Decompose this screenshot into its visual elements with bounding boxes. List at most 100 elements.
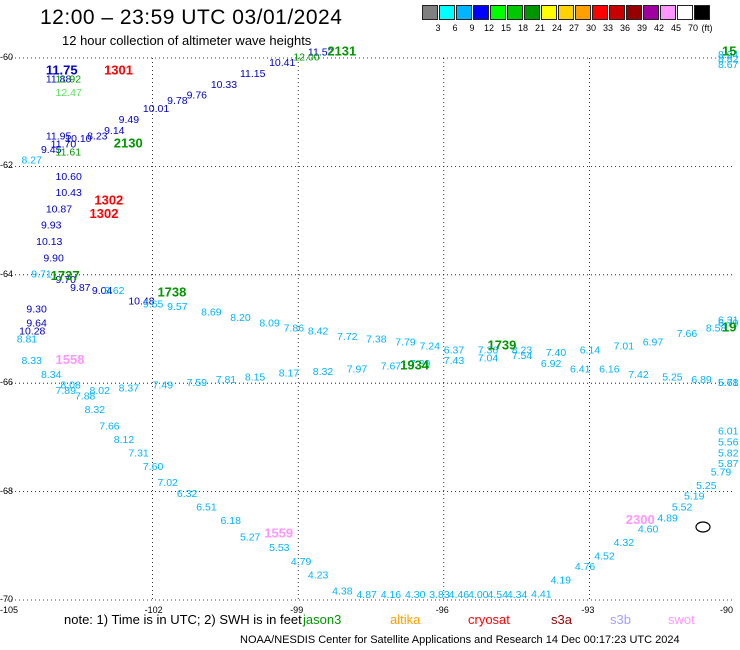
legend-label: 6 xyxy=(452,23,458,33)
swh-value: 7.86 xyxy=(284,323,305,335)
swh-value: 9.14 xyxy=(104,125,125,137)
swh-value: 8.81 xyxy=(17,334,38,346)
swh-value: 8.94 xyxy=(718,49,739,61)
page-title: 12:00 – 23:59 UTC 03/01/2024 xyxy=(40,6,343,29)
longitude-tick: -99 xyxy=(290,605,304,615)
swh-value: 7.72 xyxy=(337,331,358,343)
longitude-tick: -105 xyxy=(0,605,19,615)
legend-label: 24 xyxy=(551,23,562,33)
legend-swatch xyxy=(490,5,506,20)
swh-value: 6.16 xyxy=(599,363,620,375)
swh-value: 11.15 xyxy=(240,68,266,80)
longitude-tick: -96 xyxy=(435,605,449,615)
swh-value: 4.23 xyxy=(308,569,329,581)
pass-time-label: 11.75 xyxy=(46,62,78,77)
pass-time-label: 19 xyxy=(722,320,736,335)
swh-value: 6.31 xyxy=(718,315,739,327)
pass-time-label: 2300 xyxy=(626,512,655,527)
swh-value: 11.95 xyxy=(46,130,72,142)
swh-value: 10.87 xyxy=(46,203,72,215)
legend-swatch xyxy=(507,5,523,20)
swh-value: 6.51 xyxy=(196,502,217,514)
swh-value: 9.04 xyxy=(92,285,113,297)
swh-value: 4.46 xyxy=(449,589,470,601)
swh-value: 4.60 xyxy=(638,523,659,535)
pass-time-label: 1739 xyxy=(487,338,516,353)
swh-value: 4.52 xyxy=(594,550,615,562)
swh-value: 4.19 xyxy=(551,575,572,587)
swh-value: 8.58 xyxy=(706,323,727,335)
swh-value: 7.02 xyxy=(157,477,178,489)
swh-value: 11.52 xyxy=(308,46,334,58)
legend-swatch xyxy=(422,5,438,20)
swh-value: 8.23 xyxy=(87,130,108,142)
swh-value: 7.38 xyxy=(366,334,387,346)
legend-label: 42 xyxy=(653,23,664,33)
legend-label: 21 xyxy=(534,23,545,33)
swh-value: 8.42 xyxy=(308,325,329,337)
swh-value: 9.87 xyxy=(70,282,91,294)
swh-value: 7.88 xyxy=(75,390,96,402)
swh-value: 12.47 xyxy=(56,87,82,99)
footer-note: note: 1) Time is in UTC; 2) SWH is in fe… xyxy=(64,612,302,627)
swh-value: 6.89 xyxy=(691,374,712,386)
legend-label: 70 xyxy=(687,23,698,33)
latitude-tick: -66 xyxy=(0,377,14,388)
legend-label: 45 xyxy=(670,23,681,33)
swh-value: 9.49 xyxy=(119,114,140,126)
swh-value: 11.70 xyxy=(51,138,77,150)
swh-value: 9.70 xyxy=(56,274,77,286)
swh-value: 7.42 xyxy=(628,369,649,381)
swh-value: 5.52 xyxy=(672,502,693,514)
swh-value: 7.79 xyxy=(395,336,416,348)
swh-value: 4.87 xyxy=(356,589,377,601)
pass-time-label: 1558 xyxy=(56,352,85,367)
pass-time-label: 1559 xyxy=(264,526,293,541)
legend-swatch xyxy=(524,5,540,20)
swh-value: 6.37 xyxy=(444,344,465,356)
swh-value: 7.24 xyxy=(420,341,441,353)
swh-value: 5.56 xyxy=(718,437,739,449)
swh-value: 8.09 xyxy=(259,317,280,329)
swh-value: 5.79 xyxy=(711,466,732,478)
swh-value: 4.41 xyxy=(531,588,552,600)
swh-value: 4.16 xyxy=(381,589,402,601)
legend-swatch xyxy=(643,5,659,20)
latitude-tick: -64 xyxy=(0,268,14,279)
swh-value: 9.78 xyxy=(167,95,188,107)
longitude-tick: -90 xyxy=(720,605,734,615)
swh-value: 4.38 xyxy=(332,586,353,598)
swh-value: 8.08 xyxy=(60,380,81,392)
pass-time-label: 1302 xyxy=(94,192,123,207)
mission-label: s3a xyxy=(551,612,572,627)
page-subtitle: 12 hour collection of altimeter wave hei… xyxy=(62,33,312,48)
swh-value: 8.17 xyxy=(279,368,300,380)
swh-value: 7.59 xyxy=(187,377,208,389)
legend-swatch xyxy=(592,5,608,20)
swh-value: 8.15 xyxy=(245,371,266,383)
legend-swatch xyxy=(456,5,472,20)
mission-label: cryosat xyxy=(468,612,510,627)
swh-value: 5.27 xyxy=(240,531,261,543)
swh-value: 5.87 xyxy=(718,458,739,470)
swh-value: 8.32 xyxy=(313,366,334,378)
swh-value: 6.79 xyxy=(718,317,739,329)
swh-value: 5.68 xyxy=(718,377,739,389)
swh-value: 5.25 xyxy=(662,371,683,383)
swh-value: 10.48 xyxy=(128,296,154,308)
swh-value: 7.66 xyxy=(99,420,120,432)
swh-value: 7.97 xyxy=(347,363,368,375)
swh-value: 11.61 xyxy=(56,147,82,159)
swh-value: 8.34 xyxy=(41,369,62,381)
legend-label: 12 xyxy=(483,23,494,33)
mission-label: swot xyxy=(668,612,695,627)
swh-value: 7.43 xyxy=(444,355,465,367)
swh-value: 6.01 xyxy=(718,426,739,438)
swh-value: 8.62 xyxy=(104,285,125,297)
swh-value: 7.40 xyxy=(546,347,567,359)
swh-value: 3.83 xyxy=(429,589,450,601)
swh-value: 10.41 xyxy=(269,57,295,69)
legend-swatch xyxy=(660,5,676,20)
swh-value: 7.66 xyxy=(677,328,698,340)
